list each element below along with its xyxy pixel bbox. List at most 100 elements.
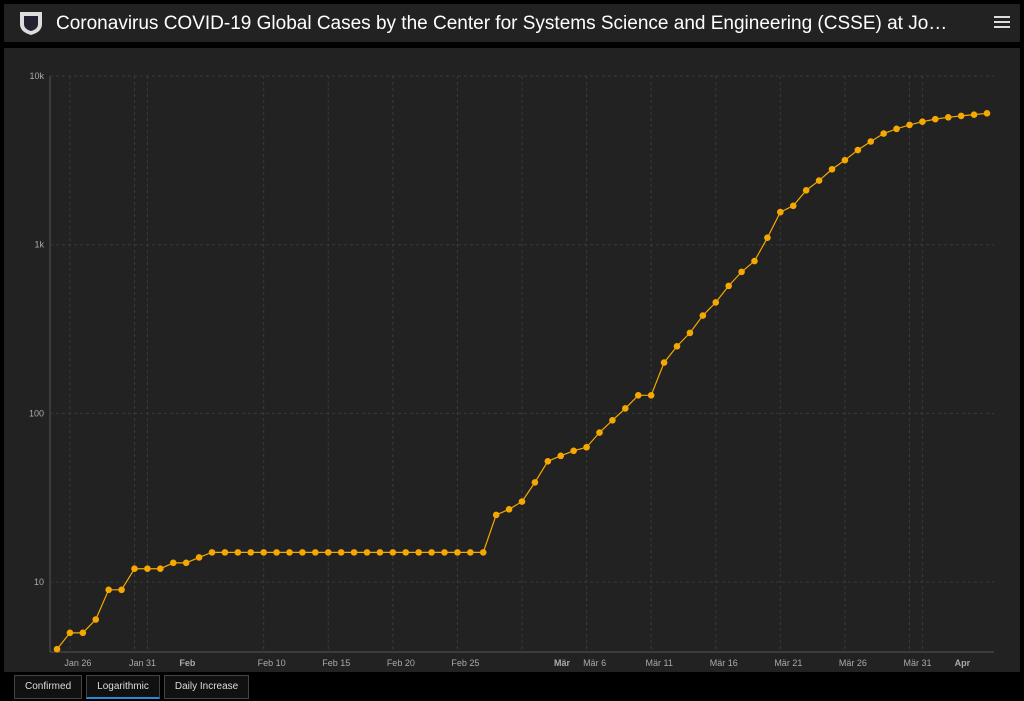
point [957, 112, 965, 120]
point [647, 391, 655, 399]
point [712, 299, 720, 306]
point [467, 549, 474, 556]
point [919, 118, 926, 125]
x-tick-label: Jan 26 [64, 658, 91, 668]
point [182, 559, 190, 567]
point [802, 187, 810, 194]
point [350, 549, 358, 556]
point [79, 629, 87, 637]
x-tick-label: Mär 16 [710, 658, 738, 668]
point [622, 405, 629, 412]
point [169, 559, 177, 567]
point [634, 391, 642, 399]
point [234, 549, 242, 556]
point [970, 111, 978, 118]
point [363, 549, 371, 556]
point [738, 268, 745, 276]
point [247, 549, 255, 556]
tabs: Confirmed Logarithmic Daily Increase [14, 675, 253, 699]
tab[interactable]: Daily Increase [163, 675, 250, 699]
point [492, 511, 500, 519]
point [479, 549, 487, 556]
point [609, 416, 616, 424]
point [92, 616, 100, 623]
point [893, 125, 900, 133]
point [983, 110, 991, 117]
point [299, 549, 306, 556]
point [118, 586, 125, 594]
y-tick-label: 10 [34, 577, 44, 587]
point [441, 549, 448, 556]
y-tick-label: 10k [29, 71, 44, 81]
point [324, 549, 332, 556]
point [376, 549, 384, 556]
tab[interactable]: Logarithmic [86, 675, 160, 699]
y-tick-label: 1k [34, 240, 44, 250]
point [777, 208, 784, 216]
point [751, 257, 758, 265]
point [841, 156, 849, 164]
point [854, 146, 862, 154]
point [815, 177, 823, 184]
point [557, 452, 565, 460]
x-tick-label: Feb 15 [322, 658, 350, 668]
point [428, 549, 435, 556]
y-tick-label: 100 [29, 408, 44, 418]
point [906, 121, 913, 129]
point [699, 312, 707, 319]
point [505, 506, 513, 513]
point [131, 565, 138, 573]
x-tick-label: Feb 10 [258, 658, 286, 668]
point [221, 549, 229, 556]
chart: 10 100 1k 10k Jan 26 Jan 31 Feb Feb 10 Feb 15 Feb… [29, 71, 994, 668]
point [932, 115, 939, 123]
point [157, 565, 164, 573]
point [273, 549, 280, 556]
x-tick-label: Feb 25 [451, 658, 479, 668]
point [144, 565, 151, 573]
x-tick-label: Feb 20 [387, 658, 415, 668]
point [195, 554, 203, 561]
x-tick-label: Mär 6 [583, 658, 606, 668]
x-tick-label: Mär 31 [903, 658, 931, 668]
point [583, 443, 590, 451]
point [208, 549, 216, 556]
x-tick-label: Apr [955, 658, 971, 668]
point [402, 549, 410, 556]
point [531, 479, 539, 486]
point [828, 165, 836, 173]
point [944, 114, 952, 121]
point [454, 549, 461, 556]
point [660, 359, 668, 366]
x-tick-label: Mär [554, 658, 571, 668]
point [415, 549, 422, 556]
x-tick-label: Mär 21 [774, 658, 802, 668]
point [66, 629, 74, 637]
point [570, 447, 577, 455]
point [312, 549, 319, 556]
x-tick-label: Mär 11 [645, 658, 672, 668]
menu-button[interactable] [994, 15, 1010, 29]
point [544, 457, 552, 465]
point [53, 645, 61, 653]
point [880, 130, 887, 137]
point [686, 329, 694, 337]
title: Coronavirus COVID-19 Global Cases by the… [56, 13, 948, 34]
point [260, 549, 267, 556]
point [389, 549, 397, 556]
point [337, 549, 345, 556]
x-tick-label: Mär 26 [839, 658, 867, 668]
point [286, 549, 293, 556]
x-tick-label: Feb [179, 658, 196, 668]
logo [20, 12, 42, 35]
tab[interactable]: Confirmed [14, 675, 83, 699]
point [518, 498, 526, 505]
point [725, 282, 732, 290]
x-tick-label: Jan 31 [129, 658, 156, 668]
point [764, 234, 771, 242]
chart-panel: 10 100 1k 10k Jan 26 Jan 31 Feb Feb 10 Feb 15 Feb… [4, 48, 1020, 672]
point [673, 342, 681, 350]
point [105, 586, 112, 594]
point [789, 202, 797, 210]
